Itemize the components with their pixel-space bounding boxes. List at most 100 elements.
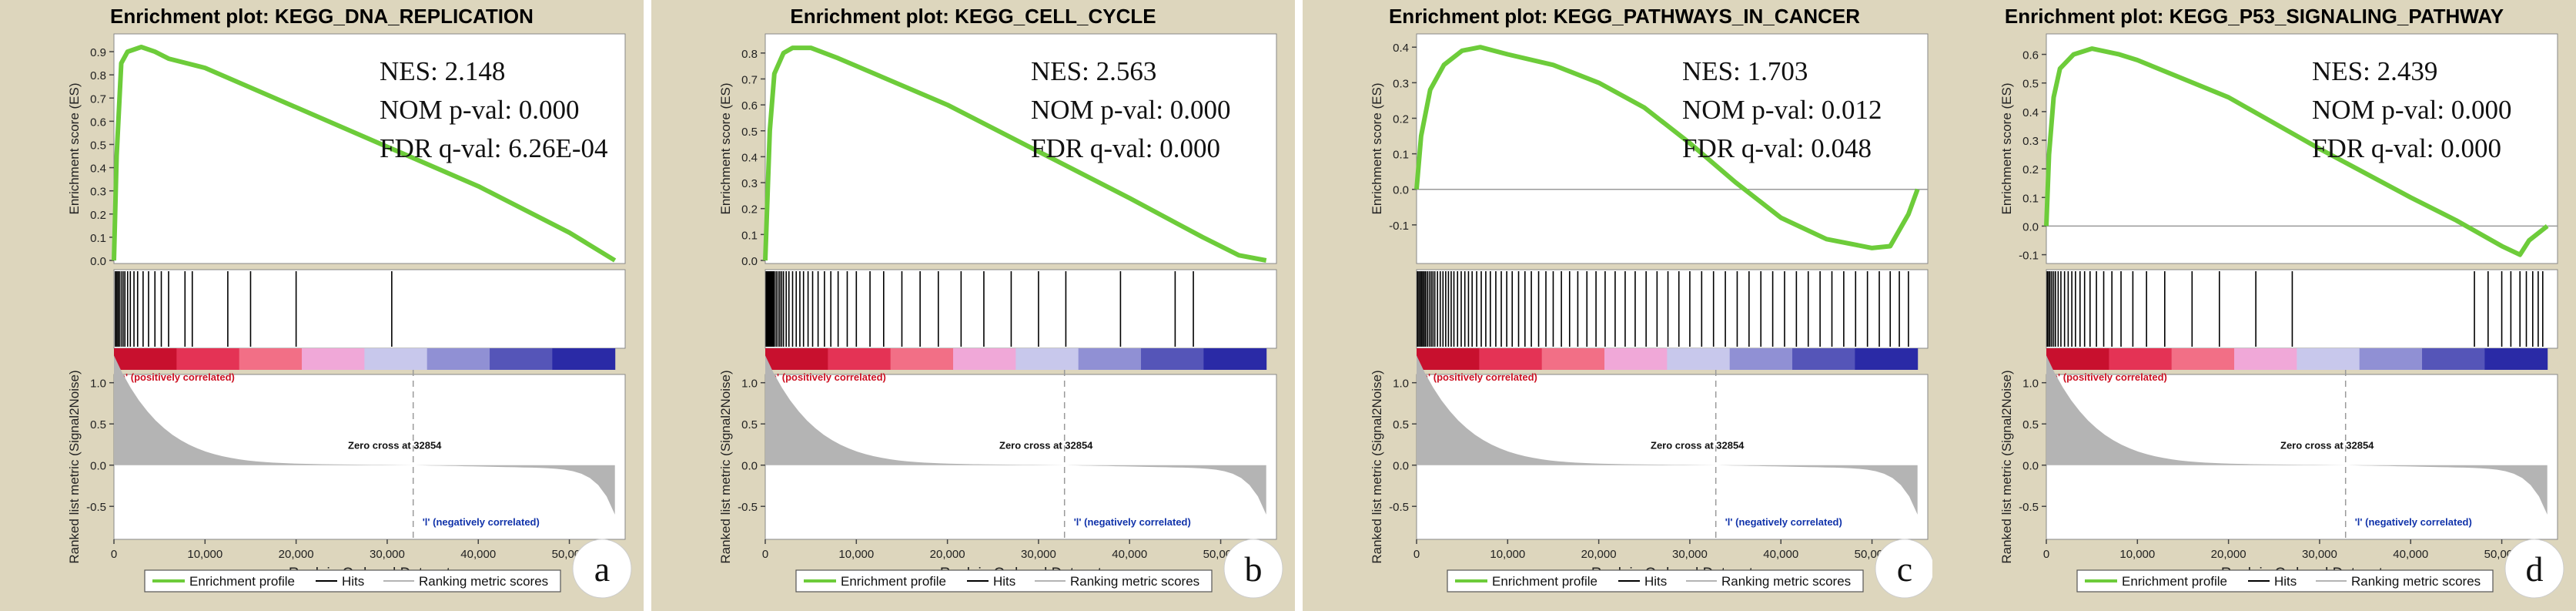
es-plot-area [764,33,1277,264]
zero-cross-label: Zero cross at 32854 [999,439,1093,451]
positive-correlation-label: 'h' (positively correlated) [117,371,235,383]
chart-title: Enrichment plot: KEGG_CELL_CYCLE [790,5,1156,28]
legend: Enrichment profile Hits Ranking metric sco… [144,569,561,593]
legend-metric-label: Ranking metric scores [1721,574,1851,589]
es-y-tick-label: 0.3 [2022,135,2039,148]
es-y-tick-label: 0.2 [2022,163,2039,176]
heatmap-segment [1015,348,1079,370]
legend: Enrichment profile Hits Ranking metric sco… [1447,569,1864,593]
x-tick-label: 40,000 [460,548,496,561]
metric-y-tick-label: 0.5 [2022,418,2039,431]
es-y-tick-label: 0.0 [741,255,758,268]
heatmap-segment [364,348,428,370]
es-y-tick-label: -0.1 [1389,220,1409,233]
nom-pval-stat: NOM p-val: 0.012 [1682,95,1882,125]
x-tick-label: 20,000 [279,548,314,561]
x-tick-label: 10,000 [838,548,874,561]
es-y-tick-label: 0.9 [90,46,106,59]
legend-box [1447,569,1864,593]
x-tick-label: 30,000 [370,548,405,561]
legend: Enrichment profile Hits Ranking metric sco… [2076,569,2494,593]
metric-y-tick-label: 0.5 [1393,418,1409,431]
legend-profile-label: Enrichment profile [1492,574,1597,589]
metric-y-axis-label: Ranked list metric (Signal2Noise) [718,370,733,563]
heatmap-segment [2422,348,2485,370]
fdr-qval-stat: FDR q-val: 0.000 [1031,133,1220,163]
heatmap-segment [1604,348,1668,370]
nom-pval-stat: NOM p-val: 0.000 [380,95,580,125]
es-y-tick-label: 0.3 [741,177,758,190]
x-tick-label: 40,000 [2393,548,2428,561]
metric-y-tick-label: 0.5 [90,418,106,431]
heatmap-segment [2234,348,2297,370]
nes-stat: NES: 2.439 [2312,56,2437,86]
es-y-tick-label: 0.4 [2022,106,2039,119]
es-y-tick-label: 0.2 [90,209,106,222]
es-y-tick-label: 0.6 [2022,49,2039,62]
panel-letter-badge [572,539,632,599]
metric-y-tick-label: 0.0 [1393,460,1409,473]
metric-y-axis-label: Ranked list metric (Signal2Noise) [1370,370,1384,563]
heatmap-segment [114,348,177,370]
es-y-axis-label: Enrichment score (ES) [1370,83,1384,215]
panel-d: Enrichment plot: KEGG_P53_SIGNALING_PATH… [1932,0,2576,611]
es-y-tick-label: 0.0 [90,255,106,268]
legend: Enrichment profile Hits Ranking metric sco… [795,569,1213,593]
enrichment-profile-line [1414,45,1920,250]
legend-profile-label: Enrichment profile [189,574,295,589]
metric-y-tick-label: 1.0 [1393,378,1409,391]
x-tick-label: 0 [111,548,117,561]
x-tick-label: 30,000 [1021,548,1056,561]
nom-pval-stat: NOM p-val: 0.000 [1031,95,1231,125]
x-tick-label: 10,000 [187,548,222,561]
heatmap-segment [302,348,365,370]
es-plot-area [2046,33,2558,264]
x-tick-label: 0 [2043,548,2049,561]
heatmap-segment [239,348,303,370]
x-tick-label: 20,000 [1581,548,1617,561]
panel-letter-badge [2504,539,2564,599]
metric-y-tick-label: 1.0 [2022,378,2039,391]
es-y-tick-label: 0.4 [741,151,758,164]
panel-letter-badge [1223,539,1283,599]
es-y-tick-label: 0.0 [2022,220,2039,233]
enrichment-profile-line [763,45,1267,263]
nes-stat: NES: 2.148 [380,56,505,86]
x-tick-label: 30,000 [2302,548,2337,561]
es-y-tick-label: 0.1 [1393,149,1409,162]
hits-plot-area [764,269,1277,349]
metric-y-tick-label: 1.0 [741,378,758,391]
legend-hits-label: Hits [2274,574,2297,589]
panel-letter: d [2526,549,2544,589]
heatmap-segment [1141,348,1204,370]
x-tick-label: 0 [762,548,768,561]
heatmap-segment [1667,348,1731,370]
metric-y-axis-label: Ranked list metric (Signal2Noise) [1999,370,2014,563]
es-y-tick-label: 0.8 [90,69,106,82]
enrichment-profile-line [112,45,617,263]
heatmap-segment [1417,348,1480,370]
x-tick-label: 40,000 [1763,548,1798,561]
x-tick-label: 30,000 [1672,548,1708,561]
fdr-qval-stat: FDR q-val: 0.048 [1682,133,1872,163]
es-y-tick-label: 0.4 [1393,42,1409,55]
es-y-tick-label: 0.5 [2022,78,2039,91]
es-y-tick-label: 0.3 [1393,77,1409,90]
zero-cross-label: Zero cross at 32854 [1651,439,1745,451]
legend-profile-label: Enrichment profile [2122,574,2227,589]
es-y-tick-label: 0.8 [741,48,758,61]
nes-stat: NES: 2.563 [1031,56,1156,86]
positive-correlation-label: 'h' (positively correlated) [1420,371,1537,383]
positive-correlation-label: 'h' (positively correlated) [768,371,886,383]
hits-plot-area [1416,269,1929,349]
heatmap-segment [953,348,1016,370]
legend-hits-label: Hits [342,574,364,589]
heatmap-segment [176,348,240,370]
negative-correlation-label: 'l' (negatively correlated) [1725,516,1842,528]
metric-y-tick-label: -0.5 [86,501,106,514]
nom-pval-stat: NOM p-val: 0.000 [2312,95,2512,125]
x-tick-label: 0 [1413,548,1420,561]
es-y-tick-label: 0.1 [2022,192,2039,205]
x-tick-label: 10,000 [2119,548,2155,561]
